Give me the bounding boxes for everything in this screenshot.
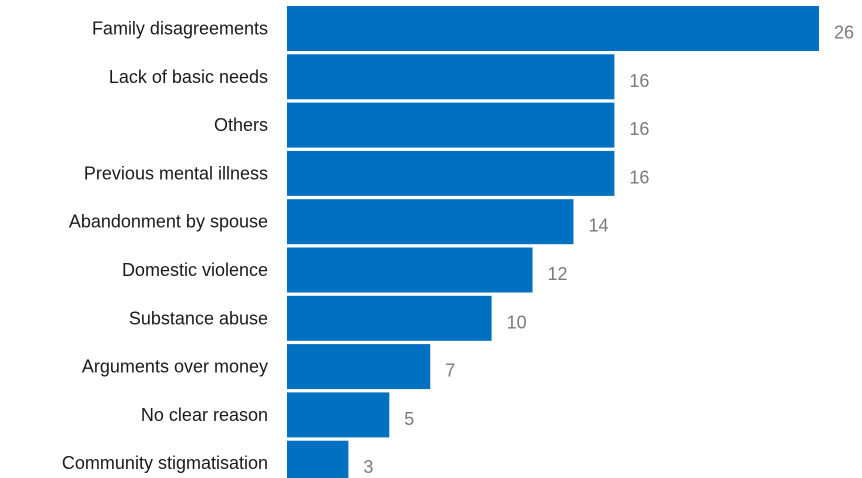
bar [287, 150, 615, 196]
category-labels: Family disagreements Lack of basic needs O… [62, 19, 268, 474]
value-label: 14 [588, 216, 608, 236]
value-label: 12 [548, 264, 568, 284]
category-label: Previous mental illness [84, 163, 268, 183]
value-label: 3 [363, 457, 373, 477]
category-label: Abandonment by spouse [69, 212, 268, 232]
value-label: 16 [629, 119, 649, 139]
category-label: Others [214, 115, 268, 135]
bar [287, 6, 819, 51]
value-label: 5 [404, 409, 414, 429]
value-labels: 26 16 16 16 14 12 10 7 5 3 [363, 23, 854, 478]
bar [287, 54, 615, 100]
bar [287, 199, 574, 245]
value-label: 26 [834, 23, 854, 43]
category-label: Substance abuse [129, 308, 268, 328]
category-label: Arguments over money [82, 357, 268, 377]
category-label: Domestic violence [122, 260, 268, 280]
bars [287, 6, 819, 478]
bar [287, 295, 492, 341]
category-label: Community stigmatisation [62, 453, 268, 473]
bar [287, 344, 431, 390]
bar [287, 247, 533, 293]
bar [287, 392, 390, 438]
category-label: No clear reason [141, 405, 268, 425]
value-label: 16 [629, 167, 649, 187]
value-label: 16 [629, 71, 649, 91]
category-label: Family disagreements [92, 19, 268, 39]
value-label: 7 [445, 361, 455, 381]
bar [287, 102, 615, 148]
category-label: Lack of basic needs [109, 67, 268, 87]
bar [287, 440, 349, 478]
value-label: 10 [507, 312, 527, 332]
